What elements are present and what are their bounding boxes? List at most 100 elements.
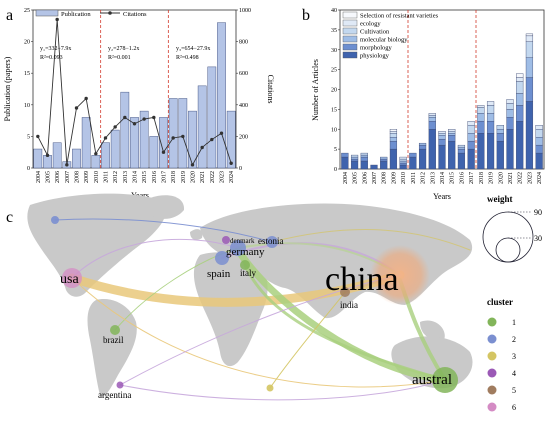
citations-point-2012 [113, 125, 117, 129]
stacked-bar-2009 [389, 136, 398, 142]
x-tick-label: 2009 [84, 171, 90, 183]
stacked-bar-2010 [399, 162, 407, 166]
x-tick-label: 2016 [152, 171, 158, 183]
x-tick-label: 2013 [123, 171, 129, 183]
node-argentina[interactable] [116, 381, 124, 389]
stacked-bar-2015 [448, 129, 456, 132]
stacked-bar-2024 [535, 144, 543, 154]
stacked-bar-2009 [389, 133, 398, 138]
publication-bar-2019 [178, 98, 188, 169]
stacked-bar-2010 [399, 156, 407, 160]
stacked-bar-2005 [350, 154, 359, 158]
node-label-argentina: argentina [98, 390, 131, 400]
x-tick-label: 2010 [94, 171, 100, 183]
node-label-estonia: estonia [258, 236, 284, 246]
stacked-bar-2022 [516, 121, 524, 170]
x-tick-label: 2014 [133, 171, 139, 183]
stacked-bar-2018 [477, 105, 485, 108]
node-spain[interactable] [215, 251, 229, 265]
stacked-bar-2012 [418, 148, 427, 170]
publication-bar-2011 [101, 142, 110, 169]
node-italy[interactable] [240, 260, 250, 270]
legend-marker-citations [108, 11, 112, 15]
stacked-bar-2016 [457, 144, 466, 148]
node-label-italy: italy [240, 268, 256, 278]
stacked-bar-2011 [409, 156, 417, 170]
stacked-bar-2021 [506, 99, 514, 104]
stacked-bar-2009 [389, 140, 398, 150]
stacked-bar-2022 [516, 77, 524, 82]
citations-point-2011 [103, 136, 108, 140]
node-brazil[interactable] [110, 325, 120, 335]
stacked-bar-2020 [496, 133, 504, 142]
regression-1-equation: y₁=332−7.9x [40, 46, 71, 52]
publication-bar-2008 [72, 148, 81, 169]
link-argentina-china [119, 274, 401, 386]
panel-b-legend: Selection of resistant varietiesecologyC… [342, 11, 439, 60]
panel-a-xlabel: Years [131, 191, 149, 200]
x-tick-label: 2022 [210, 171, 216, 183]
stacked-bar-2018 [477, 107, 485, 114]
se-asia-islands-shape [420, 320, 445, 341]
node-label-brazil: brazil [103, 335, 124, 345]
panel-a-legend: Publication Citations [35, 9, 147, 18]
stacked-bar-2008 [380, 160, 388, 170]
stacked-bar-2019 [486, 105, 495, 114]
cluster-label-4: 4 [512, 369, 516, 378]
node-usa[interactable] [62, 268, 82, 288]
x-tick-label: 2009 [391, 172, 397, 184]
x-tick-label: 2020 [498, 172, 504, 184]
legend-swatch [342, 35, 358, 43]
node-label-spain: spain [207, 268, 231, 280]
cluster-label-5: 5 [512, 386, 516, 395]
cluster-label-2: 2 [512, 335, 516, 344]
y-tick-label: 10 [331, 127, 337, 133]
stacked-bar-2005 [350, 156, 359, 160]
node-unlabeled-cluster-3[interactable] [266, 384, 274, 392]
x-tick-label: 2010 [401, 172, 407, 184]
stacked-bar-2011 [409, 152, 417, 158]
stacked-bar-2015 [448, 140, 456, 170]
node-unlabeled-cluster-2[interactable] [51, 216, 59, 224]
stacked-bar-2015 [448, 131, 456, 134]
node-austral[interactable] [432, 367, 458, 393]
network-node-labels: china usa austral germany spain italy es… [60, 236, 452, 400]
link-austral-italy [243, 263, 447, 382]
node-china[interactable] [370, 245, 430, 305]
citations-point-2005 [45, 153, 50, 158]
legend-swatch-publication [35, 9, 59, 17]
stacked-bar-2023 [525, 41, 534, 58]
publication-bar-2015 [139, 110, 149, 169]
x-tick-label: 2019 [489, 172, 495, 184]
node-estonia[interactable] [266, 236, 278, 248]
stacked-bar-2014 [438, 131, 446, 134]
x-tick-label: 2004 [36, 171, 42, 183]
stacked-bar-2006 [360, 156, 368, 162]
publication-bar-2021 [197, 85, 207, 169]
stacked-bar-2020 [496, 140, 504, 170]
stacked-bar-2018 [477, 121, 485, 134]
publication-bar-2018 [168, 98, 178, 169]
cluster-swatch-6 [487, 402, 497, 412]
stacked-bar-2017 [467, 133, 475, 142]
regression-1-r2: R²=0.093 [40, 55, 63, 61]
x-tick-label: 2024 [537, 172, 543, 184]
stacked-bar-2019 [486, 113, 495, 122]
node-label-austral: austral [412, 372, 452, 388]
weight-legend-title: weight [487, 194, 513, 204]
node-germany[interactable] [230, 240, 246, 256]
stacked-bar-2013 [428, 129, 436, 170]
regression-3-r2: R²=0.498 [176, 55, 199, 61]
x-tick-label: 2023 [220, 171, 226, 183]
x-tick-label: 2004 [343, 172, 349, 184]
node-india[interactable] [340, 287, 350, 297]
citations-point-2024 [229, 161, 233, 165]
publication-bar-2013 [120, 91, 130, 169]
stacked-bar-2013 [428, 115, 436, 118]
legend-swatch [342, 51, 358, 59]
node-denmark[interactable] [222, 236, 230, 244]
x-tick-label: 2015 [450, 172, 456, 184]
stacked-bar-2024 [535, 129, 543, 138]
